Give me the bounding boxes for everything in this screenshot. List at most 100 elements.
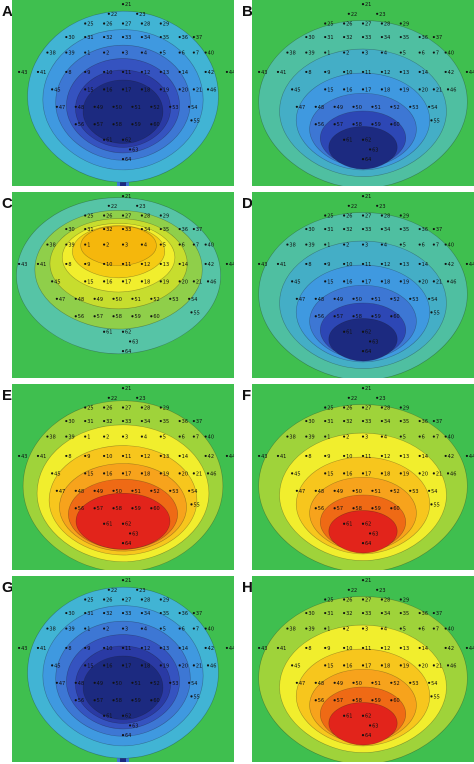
electrode-dot [314,507,317,510]
electrode-label: 60 [393,698,399,704]
electrode-dot [361,435,365,438]
electrode-dot [121,579,125,582]
electrode-dot [465,262,469,266]
electrode-label: 39 [68,51,74,57]
contour-level-6 [328,126,398,170]
electrode-label: 27 [365,405,371,411]
electrode-dot [140,227,143,231]
electrode-label: 51 [374,105,380,111]
electrode-label: 16 [346,279,352,285]
electrode-label: 41 [40,646,46,652]
electrode-label: 53 [412,489,418,495]
electrode-label: 36 [422,611,428,617]
electrode-label: 31 [327,419,333,425]
electrode-label: 15 [327,663,333,669]
electrode-dot [361,330,365,333]
electrode-label: 4 [384,51,387,57]
electrode-label: 4 [144,435,147,441]
electrode-label: 28 [384,213,390,219]
electrode-dot [121,419,125,423]
electrode-dot [84,435,87,438]
panel-f: F 21 22 23 25 26 27 28 29 30 31 32 33 34 35 36 37 38 39 1 2 3… [240,384,474,570]
electrode-dot [324,646,327,650]
electrode-label: 25 [327,405,333,411]
contour-level-6 [75,492,171,550]
electrode-dot [399,70,402,74]
electrode-label: 58 [356,122,362,128]
electrode-dot [190,119,193,122]
electrode-dot [128,340,132,343]
electrode-dot [371,315,374,318]
electrode-label: 32 [346,419,352,425]
electrode-dot [65,227,68,231]
electrode-label: 21 [365,2,371,8]
electrode-dot [361,598,365,601]
electrode-dot [107,204,110,207]
electrode-dot [192,51,195,54]
electrode-dot [65,611,68,615]
electrode-label: 23 [139,12,145,18]
electrode-label: 21 [125,2,131,8]
electrode-label: 40 [208,435,214,441]
electrode-dot [361,280,365,283]
electrode-dot [399,646,402,650]
electrode-label: 7 [436,243,439,249]
electrode-label: 44 [229,454,234,460]
electrode-label: 17 [125,471,131,477]
electrode-label: 20 [182,663,188,669]
electrode-label: 13 [403,646,409,652]
electrode-dot [343,714,346,717]
electrode-label: 45 [54,279,60,285]
electrode-label: 22 [111,204,117,210]
electrode-label: 2 [106,435,109,441]
electrode-label: 29 [403,213,409,219]
electrode-dot [51,664,54,667]
electrode-label: 16 [106,471,112,477]
electrode-dot [380,51,383,54]
electrode-dot [352,681,355,684]
electrode-dot [103,51,106,54]
electrode-dot [84,262,87,266]
electrode-label: 39 [308,51,314,57]
electrode-dot [204,51,207,54]
electrode-label: 59 [374,122,380,128]
electrode-dot [103,330,106,333]
electrode-dot [121,195,125,198]
electrode-label: 4 [144,51,147,57]
electrode-dot [432,664,435,667]
electrode-dot [380,243,383,246]
panel-label: D [242,195,253,212]
electrode-dot [192,280,195,283]
electrode-dot [36,70,40,74]
electrode-label: 34 [384,35,390,41]
electrode-dot [390,105,393,108]
electrode-label: 55 [433,694,439,700]
electrode-dot [55,489,58,492]
electrode-dot [361,214,365,217]
electrode-label: 3 [365,435,368,441]
electrode-label: 30 [68,35,74,41]
electrode-dot [159,419,162,423]
electrode-dot [36,454,40,458]
electrode-dot [444,435,447,438]
electrode-dot [140,611,143,615]
electrode-label: 42 [208,454,214,460]
electrode-dot [257,262,261,266]
electrode-label: 48 [78,297,84,303]
electrode-dot [84,35,87,39]
electrode-dot [314,123,317,126]
electrode-dot [36,646,40,650]
electrode-dot [178,262,181,266]
electrode-dot [343,454,346,458]
electrode-dot [291,88,294,91]
electrode-label: 36 [182,419,188,425]
electrode-label: 43 [261,262,267,268]
electrode-label: 9 [87,70,90,76]
electrode-dot [178,419,181,423]
electrode-label: 12 [144,646,150,652]
electrode-dot [65,627,68,630]
electrode-label: 4 [384,435,387,441]
electrode-dot [121,227,125,231]
electrode-dot [206,472,210,475]
